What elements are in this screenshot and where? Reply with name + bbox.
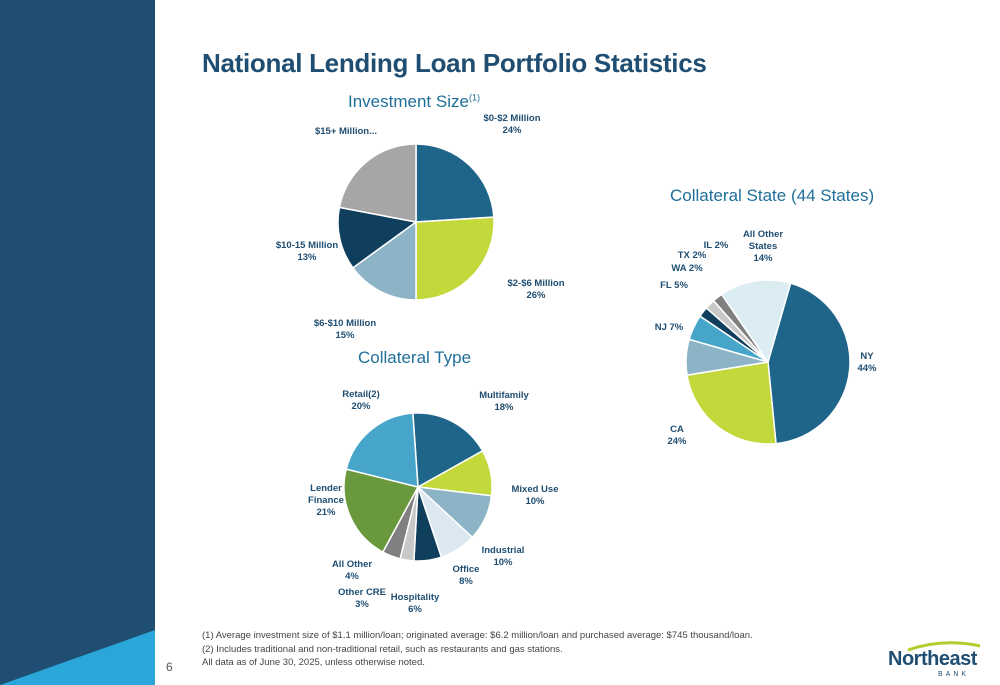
pie-slice-lender-finance xyxy=(343,468,420,554)
pie-slice-15-million xyxy=(338,143,417,223)
pie-slice-multifamily xyxy=(412,412,484,489)
collateral-type-pie xyxy=(343,412,493,562)
footnote-2: (2) Includes traditional and non-traditi… xyxy=(202,644,563,655)
pie-slice-retail-2 xyxy=(345,412,419,488)
slice-label-industrial: Industrial 10% xyxy=(482,545,525,568)
investment-size-title-text: Investment Size xyxy=(348,92,469,111)
pie-slice-2-6-million xyxy=(415,216,495,301)
investment-size-pie xyxy=(337,143,495,301)
pie-slice-ca xyxy=(686,361,777,445)
slice-label-office: Office 8% xyxy=(453,564,480,587)
slice-label-mixed-use: Mixed Use 10% xyxy=(512,484,559,507)
slice-label-10-15-million: $10-15 Million 13% xyxy=(276,240,338,263)
logo-swoosh-icon xyxy=(907,641,981,652)
slice-label-2-6-million: $2-$6 Million 26% xyxy=(507,278,564,301)
sidebar-accent-triangle xyxy=(0,630,155,685)
slice-label-tx: TX 2% xyxy=(678,250,707,261)
slice-label-6-10-million: $6-$10 Million 15% xyxy=(314,318,376,341)
footnote-3: All data as of June 30, 2025, unless oth… xyxy=(202,657,425,668)
slice-label-0-2-million: $0-$2 Million 24% xyxy=(483,113,540,136)
collateral-state-pie xyxy=(685,279,851,445)
pie-slice-0-2-million xyxy=(415,143,495,223)
slice-label-il: IL 2% xyxy=(704,240,729,251)
slice-label-multifamily: Multifamily 18% xyxy=(479,390,529,413)
pie-slice-ny xyxy=(767,282,851,445)
investment-size-title: Investment Size(1) xyxy=(348,92,480,112)
slice-label-other-cre: Other CRE 3% xyxy=(338,587,386,610)
logo-name: Northeast xyxy=(888,648,977,670)
page-number: 6 xyxy=(166,660,173,674)
footnote-1: (1) Average investment size of $1.1 mill… xyxy=(202,630,753,641)
page-title: National Lending Loan Portfolio Statisti… xyxy=(202,48,707,78)
slice-label-lender-finance: Lender Finance 21% xyxy=(308,483,344,518)
slice-label-hospitality: Hospitality 6% xyxy=(391,592,440,615)
investment-size-footnote-mark: (1) xyxy=(468,92,480,103)
slice-label-fl: FL 5% xyxy=(660,280,688,291)
collateral-state-title: Collateral State (44 States) xyxy=(670,186,875,205)
pie-slice-6-10-million xyxy=(351,220,417,301)
collateral-type-title: Collateral Type xyxy=(358,348,472,367)
slice-label-ca: CA 24% xyxy=(667,424,687,447)
pie-slice-all-other-states xyxy=(720,279,792,364)
slice-label-15-million: $15+ Million... xyxy=(315,126,377,137)
slice-label-all-other-states: All Other States 14% xyxy=(743,229,783,264)
slice-label-ny: NY 44% xyxy=(857,351,877,374)
logo-sub: BANK xyxy=(938,671,970,678)
northeast-bank-logo: Northeast BANK xyxy=(888,640,984,680)
slice-label-wa: WA 2% xyxy=(671,263,703,274)
slice-label-retail-2: Retail(2) 20% xyxy=(342,389,379,412)
pie-slice-10-15-million xyxy=(337,206,418,269)
slice-label-nj: NJ 7% xyxy=(655,322,684,333)
sidebar-panel xyxy=(0,0,155,685)
slice-label-all-other: All Other 4% xyxy=(332,559,372,582)
